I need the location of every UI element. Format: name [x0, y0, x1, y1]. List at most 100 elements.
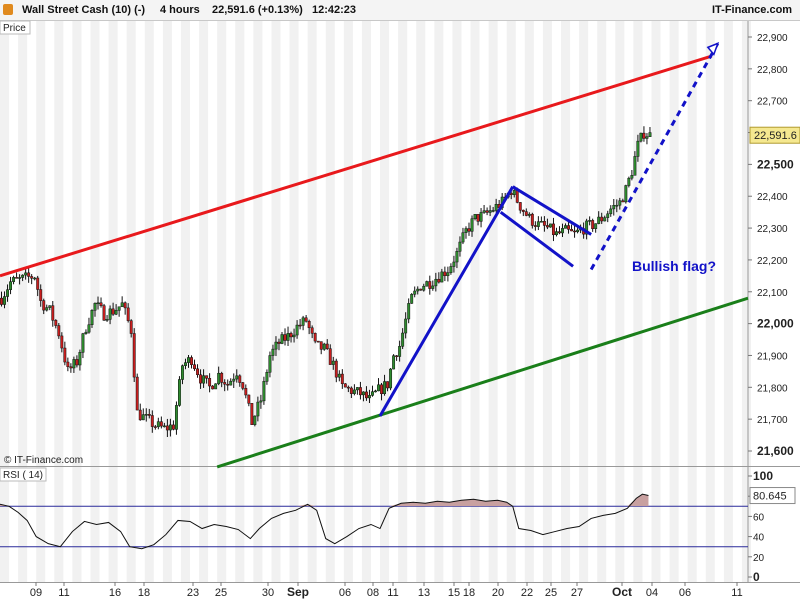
trendline-flag-lower[interactable]: [499, 210, 574, 268]
day-stripe: [470, 21, 480, 466]
candle: [36, 275, 40, 297]
day-stripe: [651, 21, 661, 466]
day-stripe: [289, 467, 299, 582]
candle: [346, 385, 350, 393]
candle: [223, 379, 227, 392]
candle: [636, 134, 640, 162]
candle: [253, 415, 257, 427]
day-stripe: [741, 467, 752, 582]
candle: [193, 359, 196, 371]
candle: [12, 275, 16, 285]
trendline-flag-pole[interactable]: [378, 185, 515, 417]
x-tick-label: 18: [138, 587, 150, 599]
day-stripe: [144, 467, 154, 582]
candle: [24, 268, 28, 280]
candle: [117, 306, 121, 317]
candle: [199, 369, 203, 389]
day-stripe: [452, 467, 462, 582]
price-y-tick-label: 22,700: [757, 97, 788, 108]
candle: [280, 332, 284, 345]
candle: [449, 263, 453, 275]
day-stripe: [343, 467, 353, 582]
candle: [398, 340, 402, 362]
candle: [491, 206, 495, 213]
candle: [467, 222, 471, 236]
candle: [75, 355, 79, 368]
day-stripe: [633, 21, 643, 466]
rsi-value-box: [749, 487, 796, 505]
candle: [358, 381, 362, 400]
day-stripe: [380, 21, 390, 466]
trendline-flag-upper[interactable]: [511, 185, 592, 236]
price-y-tick-label: 22,000: [757, 317, 794, 331]
candle: [368, 389, 371, 404]
timeframe-label[interactable]: 4 hours: [160, 4, 200, 16]
candle: [349, 386, 353, 399]
candle: [135, 373, 139, 411]
day-stripe: [561, 21, 571, 466]
candle: [6, 284, 9, 302]
day-stripe: [180, 21, 191, 466]
candle: [108, 305, 112, 325]
candle: [527, 212, 531, 218]
candle: [229, 378, 233, 386]
candle: [648, 127, 652, 137]
candle: [78, 349, 82, 371]
day-stripe: [579, 467, 589, 582]
candle: [48, 305, 52, 311]
x-tick-label: Sep: [287, 585, 309, 599]
rsi-panel-label: RSI ( 14): [3, 470, 43, 481]
day-stripe: [217, 21, 227, 466]
candle: [250, 403, 254, 425]
day-stripe: [380, 467, 390, 582]
candle: [521, 209, 525, 217]
day-stripes: [0, 21, 752, 582]
price-change-label: 22,591.6 (+0.13%): [212, 4, 303, 16]
rsi-label-box: [0, 467, 47, 482]
candle: [235, 369, 239, 383]
candle: [184, 358, 187, 370]
candle: [96, 296, 100, 310]
last-price-box: [749, 126, 800, 144]
candle: [600, 212, 604, 224]
candle: [352, 384, 356, 396]
candle: [84, 329, 88, 335]
day-stripe: [253, 21, 263, 466]
price-y-tick-label: 22,100: [757, 288, 788, 299]
candle: [624, 184, 628, 204]
x-tick-label: 20: [492, 587, 504, 599]
candle: [39, 284, 43, 307]
price-y-tick-label: 21,600: [757, 444, 794, 458]
candle: [337, 370, 341, 382]
candle: [162, 422, 166, 428]
day-stripe: [723, 467, 733, 582]
day-stripe: [398, 467, 408, 582]
candle: [214, 383, 218, 390]
x-tick-label: 18: [463, 587, 475, 599]
candle: [627, 176, 631, 188]
day-stripe: [36, 21, 46, 466]
day-stripe: [235, 467, 245, 582]
x-tick-label: 09: [30, 587, 42, 599]
price-y-tick-label: 22,800: [757, 65, 788, 76]
candle: [21, 274, 25, 282]
x-tick-label: 27: [571, 587, 583, 599]
trendline-resistance[interactable]: [0, 54, 713, 278]
candle: [558, 226, 561, 235]
candle: [27, 266, 31, 283]
price-y-tick-label: 21,700: [757, 415, 788, 426]
candle: [319, 341, 323, 355]
candle: [410, 293, 414, 304]
x-tick-label: 11: [731, 587, 742, 599]
day-stripe: [597, 467, 607, 582]
day-stripe: [271, 21, 281, 466]
candle: [51, 301, 55, 327]
price-candles: [0, 126, 652, 438]
candle: [262, 376, 266, 405]
candle: [361, 391, 365, 402]
day-stripe: [307, 21, 317, 466]
day-stripe: [18, 467, 28, 582]
candle: [165, 418, 169, 438]
trendline-support[interactable]: [216, 296, 749, 469]
